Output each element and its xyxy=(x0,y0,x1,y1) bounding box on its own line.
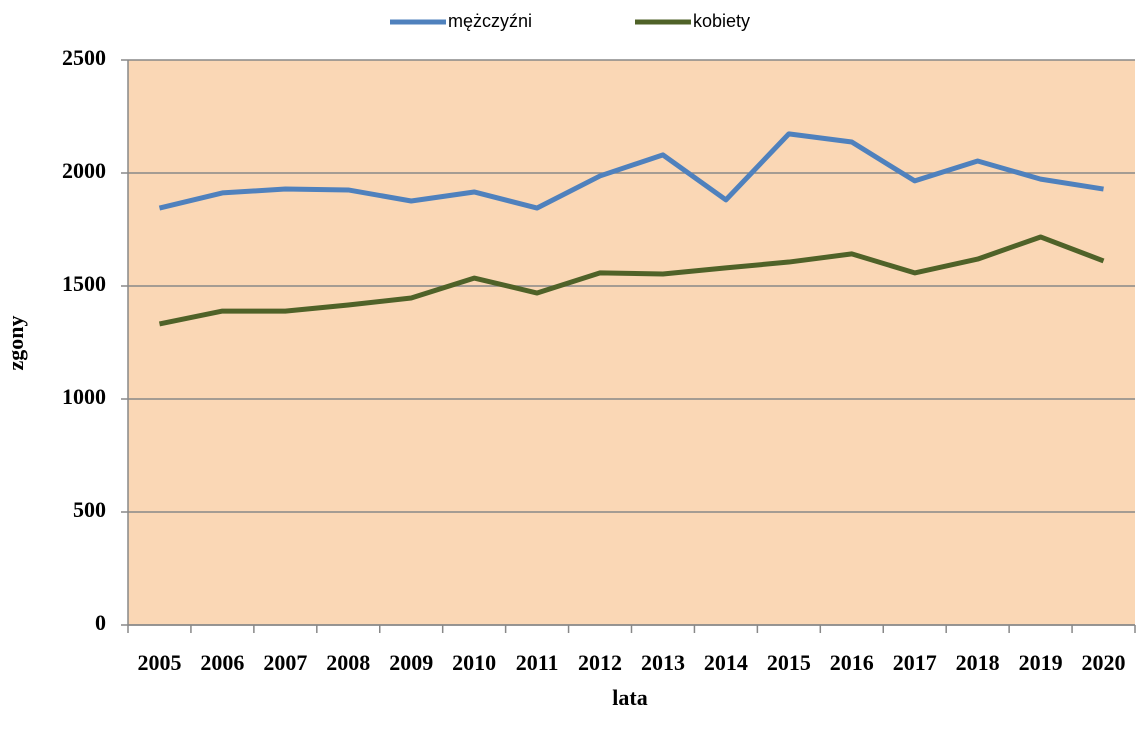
y-tick-label: 2500 xyxy=(62,45,106,70)
y-axis-title: zgony xyxy=(3,316,28,371)
y-tick-label: 500 xyxy=(73,497,106,522)
legend-label: kobiety xyxy=(693,11,750,31)
y-tick-label: 0 xyxy=(95,610,106,635)
y-tick-label: 1500 xyxy=(62,271,106,296)
x-tick-label: 2012 xyxy=(578,650,622,675)
x-axis-title: lata xyxy=(612,685,647,710)
data-line xyxy=(158,131,1104,211)
x-tick-label: 2011 xyxy=(516,650,559,675)
x-tick-label: 2016 xyxy=(830,650,874,675)
x-tick-label: 2009 xyxy=(389,650,433,675)
data-line xyxy=(158,234,1105,327)
y-tick-label: 2000 xyxy=(62,158,106,183)
x-tick-label: 2015 xyxy=(767,650,811,675)
x-tick-label: 2013 xyxy=(641,650,685,675)
x-tick-label: 2018 xyxy=(956,650,1000,675)
x-tick-label: 2017 xyxy=(893,650,937,675)
x-tick-label: 2010 xyxy=(452,650,496,675)
x-tick-label: 2007 xyxy=(263,650,307,675)
x-tick-label: 2020 xyxy=(1082,650,1126,675)
x-tick-label: 2005 xyxy=(137,650,181,675)
x-tick-label: 2019 xyxy=(1019,650,1063,675)
x-tick-label: 2014 xyxy=(704,650,748,675)
x-tick-label: 2008 xyxy=(326,650,370,675)
x-tick-label: 2006 xyxy=(200,650,244,675)
plot-area xyxy=(128,60,1135,625)
legend-label: mężczyźni xyxy=(448,11,532,31)
y-tick-label: 1000 xyxy=(62,384,106,409)
